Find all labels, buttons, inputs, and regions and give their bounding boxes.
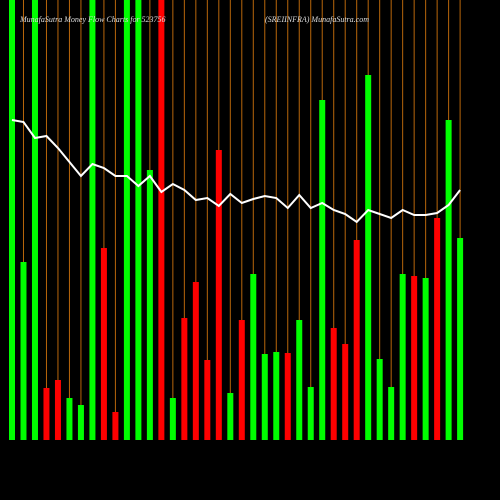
bar	[89, 0, 96, 440]
bar	[445, 120, 452, 440]
bar	[399, 274, 406, 440]
bar	[31, 0, 38, 440]
bar	[112, 412, 119, 440]
bar	[388, 387, 395, 440]
bar	[284, 353, 291, 440]
bar	[9, 0, 15, 440]
chart-title: MunafaSutra Money Flow Charts for 523756	[19, 15, 166, 24]
bar	[135, 0, 142, 440]
bar	[123, 0, 130, 440]
bar	[434, 218, 441, 440]
bar	[296, 320, 303, 440]
bar	[215, 150, 222, 440]
bar	[330, 328, 337, 440]
bar	[319, 100, 326, 440]
bar	[227, 393, 234, 440]
bar	[77, 405, 84, 440]
bar	[273, 352, 280, 440]
bar	[261, 354, 268, 440]
bar	[169, 398, 176, 440]
plot	[9, 0, 464, 440]
bar	[20, 262, 27, 440]
bar	[376, 359, 383, 440]
bar	[365, 75, 372, 440]
bar	[353, 240, 360, 440]
bar	[342, 344, 349, 440]
bar	[307, 387, 314, 440]
bar	[411, 276, 418, 440]
bar	[100, 248, 107, 440]
bar	[192, 282, 199, 440]
bar	[54, 380, 61, 440]
bar	[457, 238, 464, 440]
bar	[204, 360, 211, 440]
bar	[238, 320, 245, 440]
chart-subtitle: (SREIINFRA) MunafaSutra.com	[265, 15, 369, 24]
bar	[66, 398, 73, 440]
bar	[146, 170, 153, 440]
money-flow-line	[11, 119, 461, 224]
bar	[422, 278, 429, 440]
bar	[250, 274, 257, 440]
bar	[181, 318, 188, 440]
bar	[43, 388, 50, 440]
bar	[158, 0, 165, 440]
